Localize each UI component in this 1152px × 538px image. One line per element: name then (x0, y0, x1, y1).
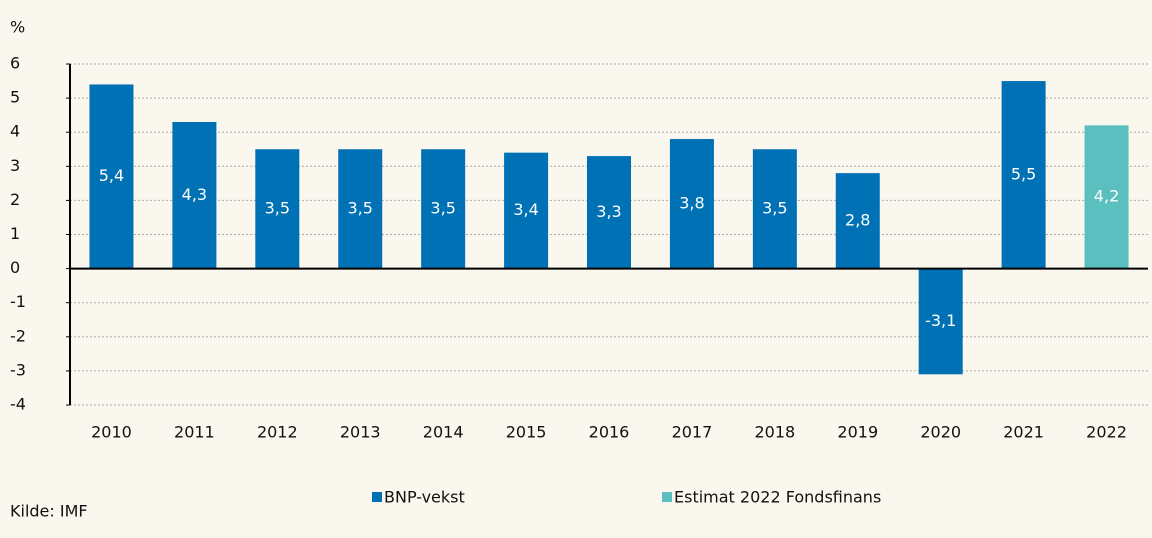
bar (1001, 81, 1046, 269)
y-tick-label: -3 (10, 360, 26, 379)
data-label: 5,5 (1011, 164, 1036, 183)
x-tick-label: 2014 (423, 423, 464, 442)
bar (835, 173, 880, 269)
bar (918, 268, 963, 375)
y-tick-label: 0 (10, 258, 20, 277)
y-tick-label: -1 (10, 292, 26, 311)
y-tick-label: 1 (10, 224, 20, 243)
bar (669, 139, 714, 269)
y-axis-label: % (10, 18, 25, 37)
x-tick-label: 2011 (174, 423, 215, 442)
y-tick-label: 2 (10, 190, 20, 209)
y-tick-label: 4 (10, 122, 20, 141)
x-tick-label: 2021 (1003, 423, 1044, 442)
bar (504, 152, 549, 269)
data-label: 3,3 (596, 202, 621, 221)
data-label: 3,5 (265, 198, 290, 217)
x-tick-label: 2016 (589, 423, 630, 442)
data-label: 4,3 (182, 185, 207, 204)
x-tick-label: 2022 (1086, 423, 1127, 442)
x-tick-label: 2018 (754, 423, 795, 442)
source: Kilde: IMF (10, 502, 88, 521)
bar (255, 149, 300, 269)
data-label: 2,8 (845, 210, 870, 229)
x-tick-label: 2019 (837, 423, 878, 442)
x-tick-label: 2013 (340, 423, 381, 442)
bar (587, 156, 631, 269)
data-label: -3,1 (925, 311, 956, 330)
bar (421, 149, 466, 269)
legend-label: BNP-vekst (384, 488, 465, 507)
bar (89, 84, 134, 269)
data-label: 3,4 (513, 200, 538, 219)
legend-label: Estimat 2022 Fondsfinans (674, 488, 881, 507)
y-tick-label: 6 (10, 54, 20, 73)
data-label: 3,5 (348, 198, 373, 217)
data-label: 5,4 (99, 166, 124, 185)
data-label: 3,5 (430, 198, 455, 217)
legend-swatch (662, 492, 672, 502)
y-tick-label: -2 (10, 326, 26, 345)
x-tick-label: 2010 (91, 423, 132, 442)
bar (172, 121, 217, 269)
bar (338, 149, 383, 269)
y-tick-label: 3 (10, 156, 20, 175)
bar (1084, 125, 1129, 269)
x-tick-label: 2015 (506, 423, 547, 442)
legend-swatch (372, 492, 382, 502)
x-tick-label: 2017 (672, 423, 713, 442)
data-label: 3,8 (679, 193, 704, 212)
data-label: 4,2 (1094, 186, 1119, 205)
x-tick-label: 2020 (920, 423, 961, 442)
y-tick-label: -4 (10, 395, 26, 414)
data-label: 3,5 (762, 198, 787, 217)
y-tick-label: 5 (10, 88, 20, 107)
bar (752, 149, 797, 269)
x-tick-label: 2012 (257, 423, 298, 442)
